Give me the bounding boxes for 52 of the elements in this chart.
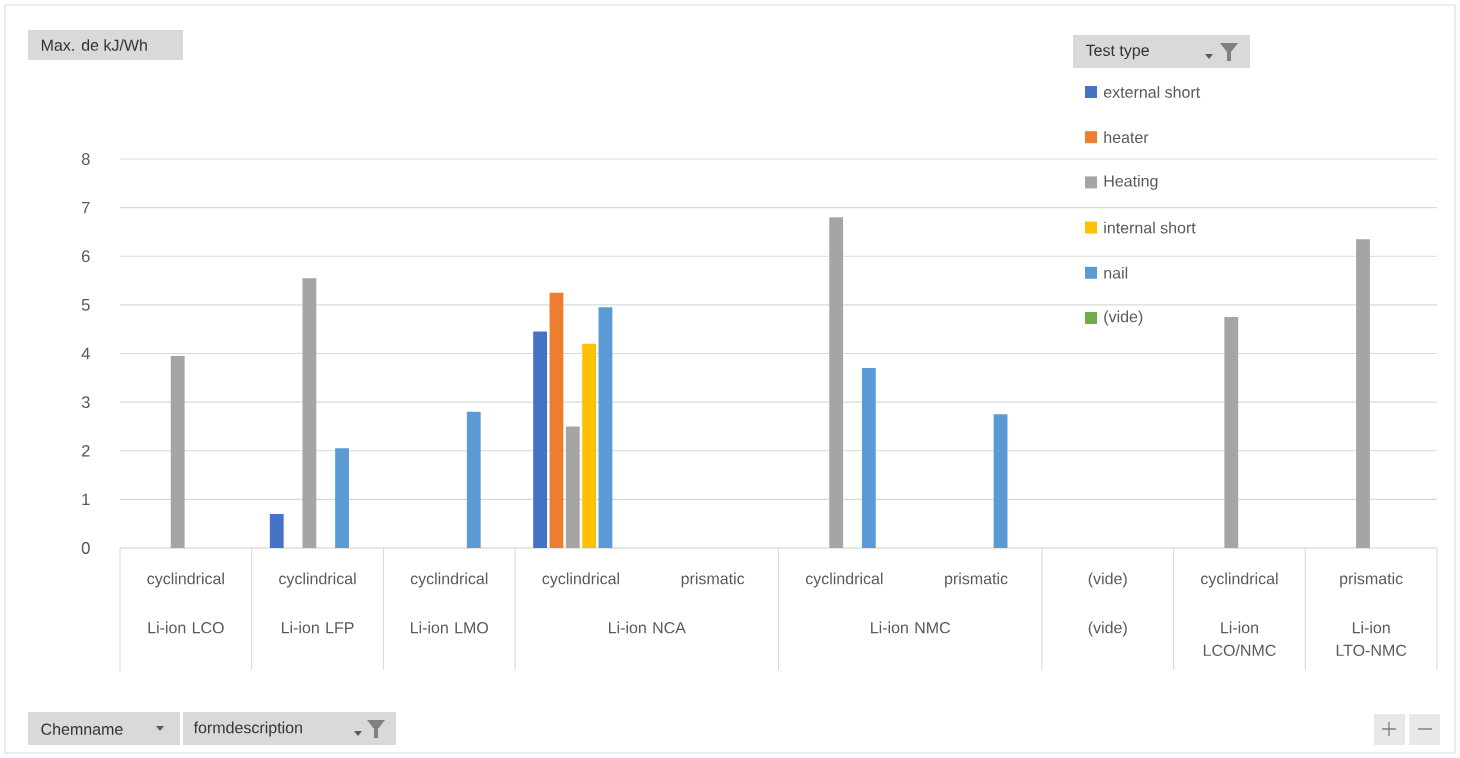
text: Li-ion LFP — [281, 621, 354, 634]
y-tick-label: 8 — [81, 153, 90, 165]
x-tick-label: cyclindrical — [805, 572, 883, 588]
bar — [993, 414, 1008, 548]
bar — [170, 355, 185, 548]
text: Li-ion LTO-NMC — [1336, 621, 1407, 657]
text: (vide) — [1088, 621, 1127, 637]
bar — [582, 343, 597, 548]
legend-label: Heating — [1104, 174, 1158, 190]
y-tick-label: 4 — [81, 347, 90, 360]
bar — [598, 307, 613, 548]
y-tick-label: 6 — [81, 250, 90, 263]
legend-label: external short — [1103, 86, 1201, 98]
y-tick-label: 3 — [81, 396, 90, 409]
bar — [466, 411, 481, 548]
bar — [533, 331, 548, 548]
legend-title: Test type — [1085, 44, 1149, 60]
x-tick-label: cyclindrical — [410, 572, 488, 588]
legend-label: (vide) — [1104, 310, 1143, 326]
bar — [335, 448, 349, 548]
bar — [549, 292, 564, 548]
bar — [861, 368, 876, 548]
x-tick-label: cyclindrical — [279, 572, 356, 588]
text: Li-ion NCA — [609, 621, 686, 634]
text: Max. de kJ/Wh — [41, 39, 147, 51]
bar — [269, 513, 284, 548]
text: Chemname — [41, 723, 123, 735]
x-tick-label: prismatic — [1340, 572, 1403, 588]
legend-label: internal short — [1104, 221, 1196, 234]
text: Li-ion LCO — [148, 621, 224, 634]
x-tick-label: cyclindrical — [147, 572, 224, 588]
text: Li-ion NMC — [871, 621, 951, 634]
y-tick-label: 1 — [82, 493, 90, 506]
bar — [565, 426, 580, 548]
bar — [302, 278, 317, 548]
y-tick-label: 7 — [81, 201, 90, 214]
legend-label: nail — [1104, 266, 1128, 279]
y-tick-label: 5 — [81, 299, 90, 311]
bar — [1224, 317, 1239, 548]
x-tick-label: cyclindrical — [542, 572, 619, 588]
x-tick-label: (vide) — [1088, 572, 1127, 588]
text: Li-ion LMO — [411, 621, 489, 634]
x-tick-label: prismatic — [945, 572, 1008, 588]
y-tick-label: 2 — [81, 444, 90, 457]
bar — [1356, 239, 1370, 548]
x-tick-label: prismatic — [681, 572, 745, 588]
bar — [829, 217, 844, 548]
y-tick-label: 0 — [81, 542, 90, 554]
x-tick-label: cyclindrical — [1201, 572, 1278, 588]
text: formdescription — [193, 721, 302, 737]
legend-label: heater — [1104, 131, 1149, 144]
text: Li-ion LCO/NMC — [1203, 621, 1276, 657]
